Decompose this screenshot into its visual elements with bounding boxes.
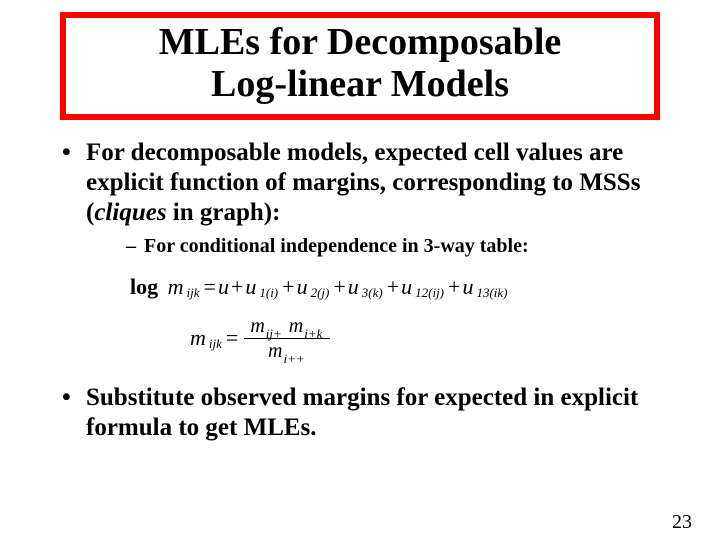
bullet-1: For decomposable models, expected cell v… [58, 138, 672, 258]
eq1-u2: u [297, 274, 308, 300]
eq2-num-sub2: i+k [304, 326, 322, 341]
eq1-u12: u [401, 274, 412, 300]
equation-2: mijk = mij+ mi+k mi++ [130, 314, 672, 363]
sub-list: For conditional independence in 3-way ta… [86, 234, 672, 258]
equation-block: log mijk = u + u1(i) + u2(j) + u3(k) + u… [58, 268, 672, 383]
bullet-1-text-c: in graph): [167, 199, 281, 226]
eq1-u13-sub: 13(ik) [476, 285, 507, 301]
eq1-plus3: + [333, 274, 345, 300]
eq2-eq: = [226, 325, 238, 351]
title-line-2: Log-linear Models [76, 64, 644, 106]
bullet-2: Substitute observed margins for expected… [58, 383, 672, 443]
eq1-m-sub: ijk [187, 285, 200, 301]
eq1-plus5: + [448, 274, 460, 300]
eq1-log: log [130, 274, 158, 300]
eq1-plus4: + [387, 274, 399, 300]
eq1-m: m [168, 274, 184, 300]
eq1-u12-sub: 12(ij) [415, 285, 444, 301]
sub-bullet-1: For conditional independence in 3-way ta… [126, 234, 672, 258]
eq1-u1-sub: 1(i) [259, 285, 278, 301]
eq1-plus1: + [231, 274, 243, 300]
eq2-num-m2: m [289, 315, 303, 337]
eq1-u13: u [462, 274, 473, 300]
eq1-u2-sub: 2(j) [311, 285, 330, 301]
slide-content: For decomposable models, expected cell v… [0, 138, 720, 443]
bullet-1-text-b: cliques [94, 199, 166, 226]
eq1-plus2: + [282, 274, 294, 300]
eq2-numerator: mij+ mi+k [244, 314, 330, 338]
eq2-den-sub: i++ [283, 351, 304, 366]
eq1-u3: u [348, 274, 359, 300]
eq2-den-m: m [268, 340, 282, 362]
page-number: 23 [672, 511, 692, 534]
eq2-fraction: mij+ mi+k mi++ [244, 314, 330, 363]
eq2-m-sub: ijk [209, 336, 222, 352]
bullet-list-2: Substitute observed margins for expected… [58, 383, 672, 443]
eq1-u1: u [245, 274, 256, 300]
eq2-denominator: mi++ [262, 339, 313, 363]
eq2-num-m1: m [250, 315, 264, 337]
equation-1: log mijk = u + u1(i) + u2(j) + u3(k) + u… [130, 274, 672, 300]
title-box: MLEs for Decomposable Log-linear Models [60, 12, 660, 120]
eq1-u0: u [218, 274, 229, 300]
title-line-1: MLEs for Decomposable [76, 22, 644, 64]
eq2-num-sub1: ij+ [266, 326, 282, 341]
bullet-list: For decomposable models, expected cell v… [58, 138, 672, 258]
eq1-u3-sub: 3(k) [362, 285, 383, 301]
eq2-m: m [190, 325, 206, 351]
eq1-eq: = [204, 274, 216, 300]
